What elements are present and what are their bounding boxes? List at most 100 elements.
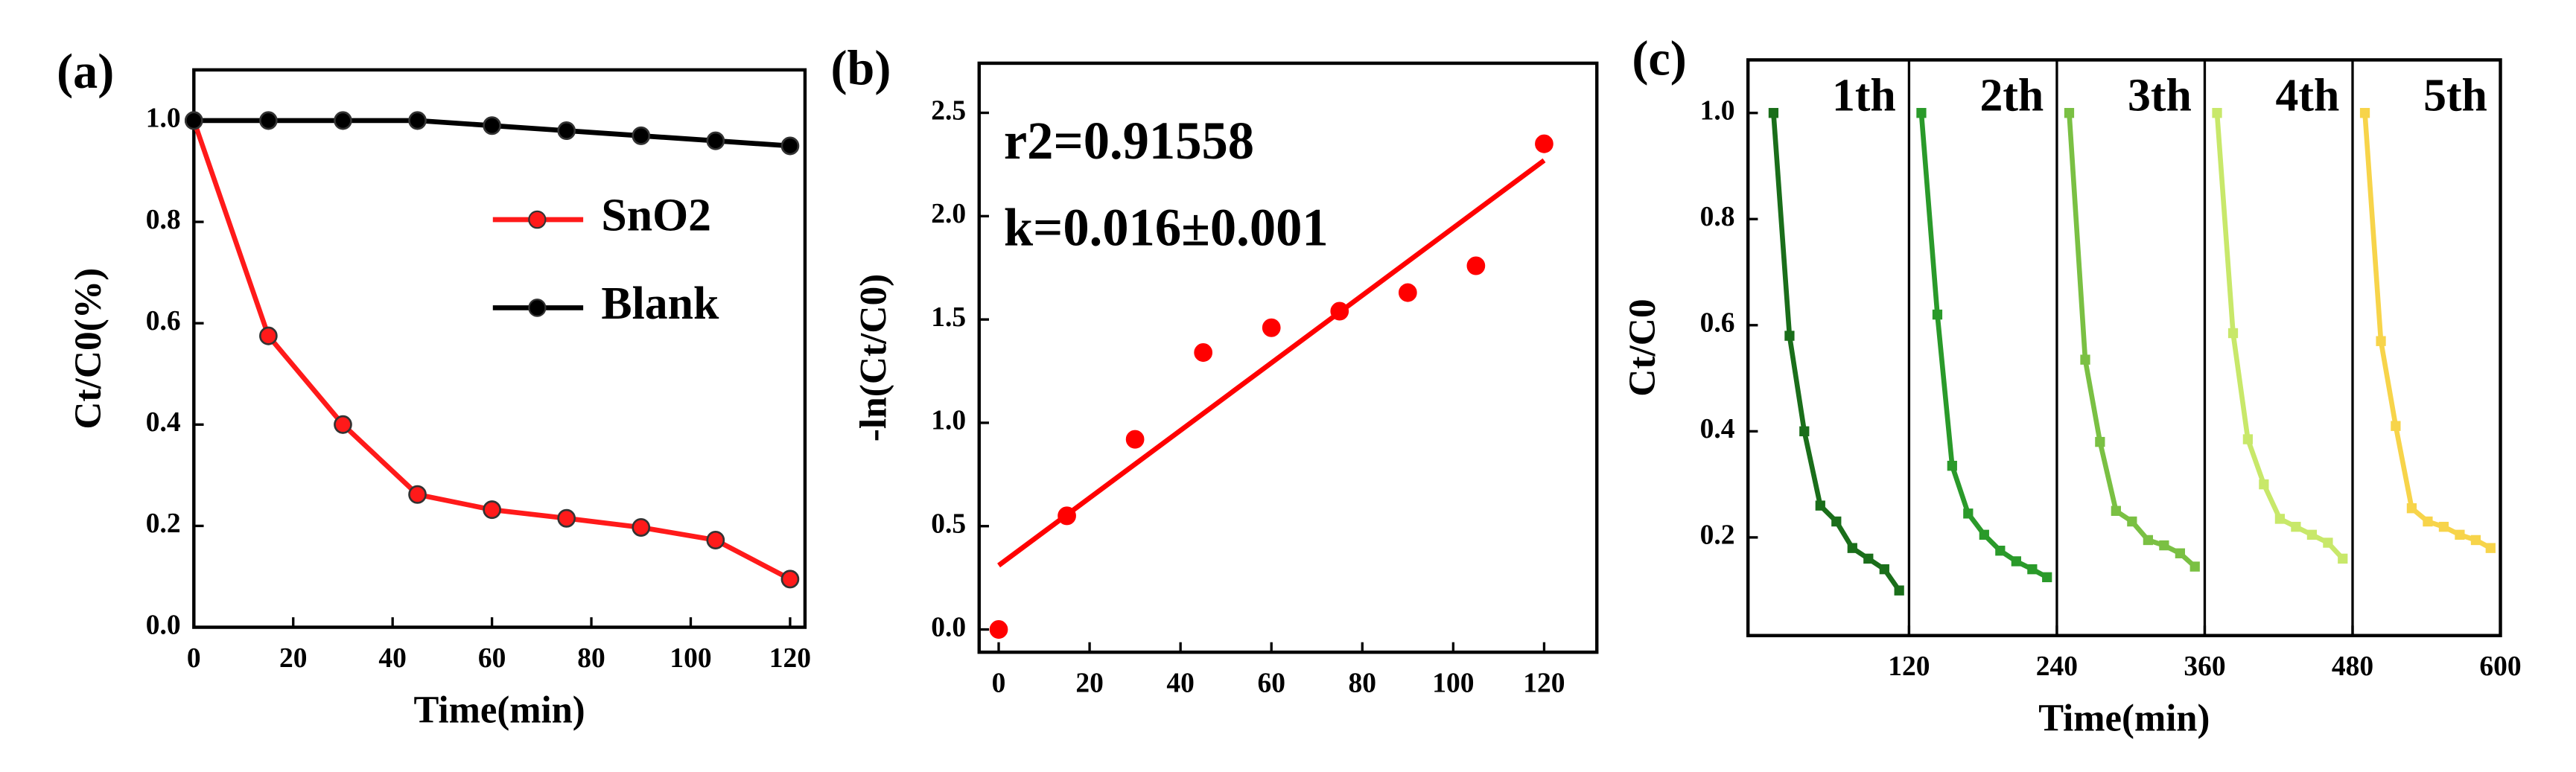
- data-point: [1863, 553, 1874, 564]
- legend-label: Blank: [601, 278, 719, 328]
- y-tick-label: 0.0: [931, 611, 966, 642]
- y-tick-label: 2.0: [931, 198, 966, 229]
- panel-label: (a): [57, 45, 114, 99]
- y-axis-label: Ct/C0: [1621, 299, 1664, 396]
- x-tick-label: 20: [279, 642, 307, 674]
- x-tick-label: 120: [1888, 651, 1930, 682]
- x-tick-label: 100: [1432, 667, 1474, 698]
- series-line: [997, 158, 1546, 568]
- data-point: [2011, 556, 2021, 567]
- data-point: [2027, 564, 2038, 575]
- y-tick-label: 0.8: [1700, 201, 1735, 232]
- data-point: [2376, 336, 2386, 346]
- data-point: [2274, 514, 2286, 524]
- series-line: [2067, 112, 2197, 569]
- cycle-label: 2th: [1979, 70, 2044, 121]
- data-point: [2485, 543, 2496, 553]
- data-point: [1125, 430, 1145, 449]
- y-tick-label: 1.0: [1700, 95, 1735, 126]
- x-tick-label: 40: [378, 642, 406, 674]
- data-point: [1194, 343, 1213, 363]
- data-point: [706, 530, 725, 550]
- data-point: [1815, 500, 1825, 511]
- data-point: [2111, 505, 2121, 516]
- data-point: [483, 500, 501, 520]
- data-point: [2455, 529, 2465, 540]
- y-tick-label: 0.5: [931, 508, 966, 539]
- series-line: [2362, 112, 2492, 551]
- data-point: [780, 136, 800, 156]
- cycle-label: 4th: [2276, 70, 2340, 121]
- data-point: [1879, 564, 1889, 575]
- x-tick-label: 100: [670, 642, 711, 674]
- data-point: [2064, 108, 2075, 118]
- x-tick-label: 60: [1257, 667, 1285, 698]
- series-line: [1918, 112, 2049, 580]
- plot-frame: [977, 61, 1599, 654]
- data-point: [2143, 535, 2153, 546]
- data-point: [2291, 521, 2301, 532]
- data-point: [1894, 585, 1904, 596]
- data-point: [1947, 460, 1957, 471]
- y-axis-label: -ln(Ct/C0): [853, 274, 895, 442]
- data-point: [408, 111, 427, 130]
- y-tick-label: 0.0: [146, 609, 181, 640]
- data-point: [2338, 553, 2348, 564]
- data-point: [1535, 134, 1553, 153]
- data-point: [1398, 283, 1417, 302]
- x-axis-label: Time(min): [2038, 697, 2210, 739]
- x-tick-label: 80: [577, 642, 605, 674]
- x-tick-label: 120: [769, 642, 811, 674]
- data-point: [989, 620, 1008, 639]
- data-point: [2095, 436, 2105, 447]
- x-tick-label: 0: [187, 642, 201, 674]
- data-point: [1831, 516, 1842, 527]
- data-point: [1262, 318, 1281, 337]
- panel-label: (b): [830, 41, 891, 95]
- x-tick-label: 120: [1523, 667, 1565, 698]
- x-tick-label: 0: [992, 667, 1006, 698]
- y-tick-label: 0.6: [146, 305, 181, 336]
- data-point: [1466, 256, 1486, 275]
- x-tick-label: 20: [1075, 667, 1103, 698]
- panel-label: (c): [1632, 31, 1686, 86]
- data-point: [1932, 309, 1943, 320]
- data-point: [2259, 479, 2269, 490]
- data-point: [259, 326, 278, 345]
- legend-marker: [528, 210, 547, 229]
- x-tick-label: 60: [478, 642, 506, 674]
- data-point: [557, 121, 576, 141]
- data-point: [259, 111, 278, 130]
- data-point: [2189, 561, 2200, 572]
- data-point: [1847, 543, 1857, 553]
- data-point: [1799, 426, 1810, 437]
- y-tick-label: 2.5: [931, 95, 966, 126]
- x-tick-label: 240: [2036, 651, 2078, 682]
- legend-label: SnO2: [601, 190, 711, 240]
- data-point: [780, 570, 800, 589]
- data-point: [2227, 328, 2239, 339]
- cycle-label: 3th: [2128, 70, 2192, 121]
- data-point: [2127, 516, 2137, 527]
- data-point: [334, 415, 352, 434]
- plot-frame: [192, 68, 807, 629]
- data-point: [632, 126, 651, 145]
- data-point: [2323, 537, 2333, 548]
- y-tick-label: 1.0: [146, 102, 181, 133]
- y-tick-label: 0.2: [1700, 519, 1735, 550]
- data-point: [2391, 421, 2401, 431]
- data-point: [408, 485, 427, 504]
- y-tick-label: 0.2: [146, 508, 181, 539]
- data-point: [184, 111, 203, 130]
- data-point: [1995, 546, 2006, 556]
- data-point: [483, 116, 501, 135]
- data-point: [2406, 503, 2417, 514]
- data-point: [1916, 108, 1927, 118]
- annotation: r2=0.91558: [1004, 112, 1254, 171]
- data-point: [2470, 535, 2481, 546]
- x-tick-label: 480: [2332, 651, 2373, 682]
- y-tick-label: 0.4: [146, 406, 181, 438]
- data-point: [1784, 331, 1795, 341]
- data-point: [2306, 529, 2318, 540]
